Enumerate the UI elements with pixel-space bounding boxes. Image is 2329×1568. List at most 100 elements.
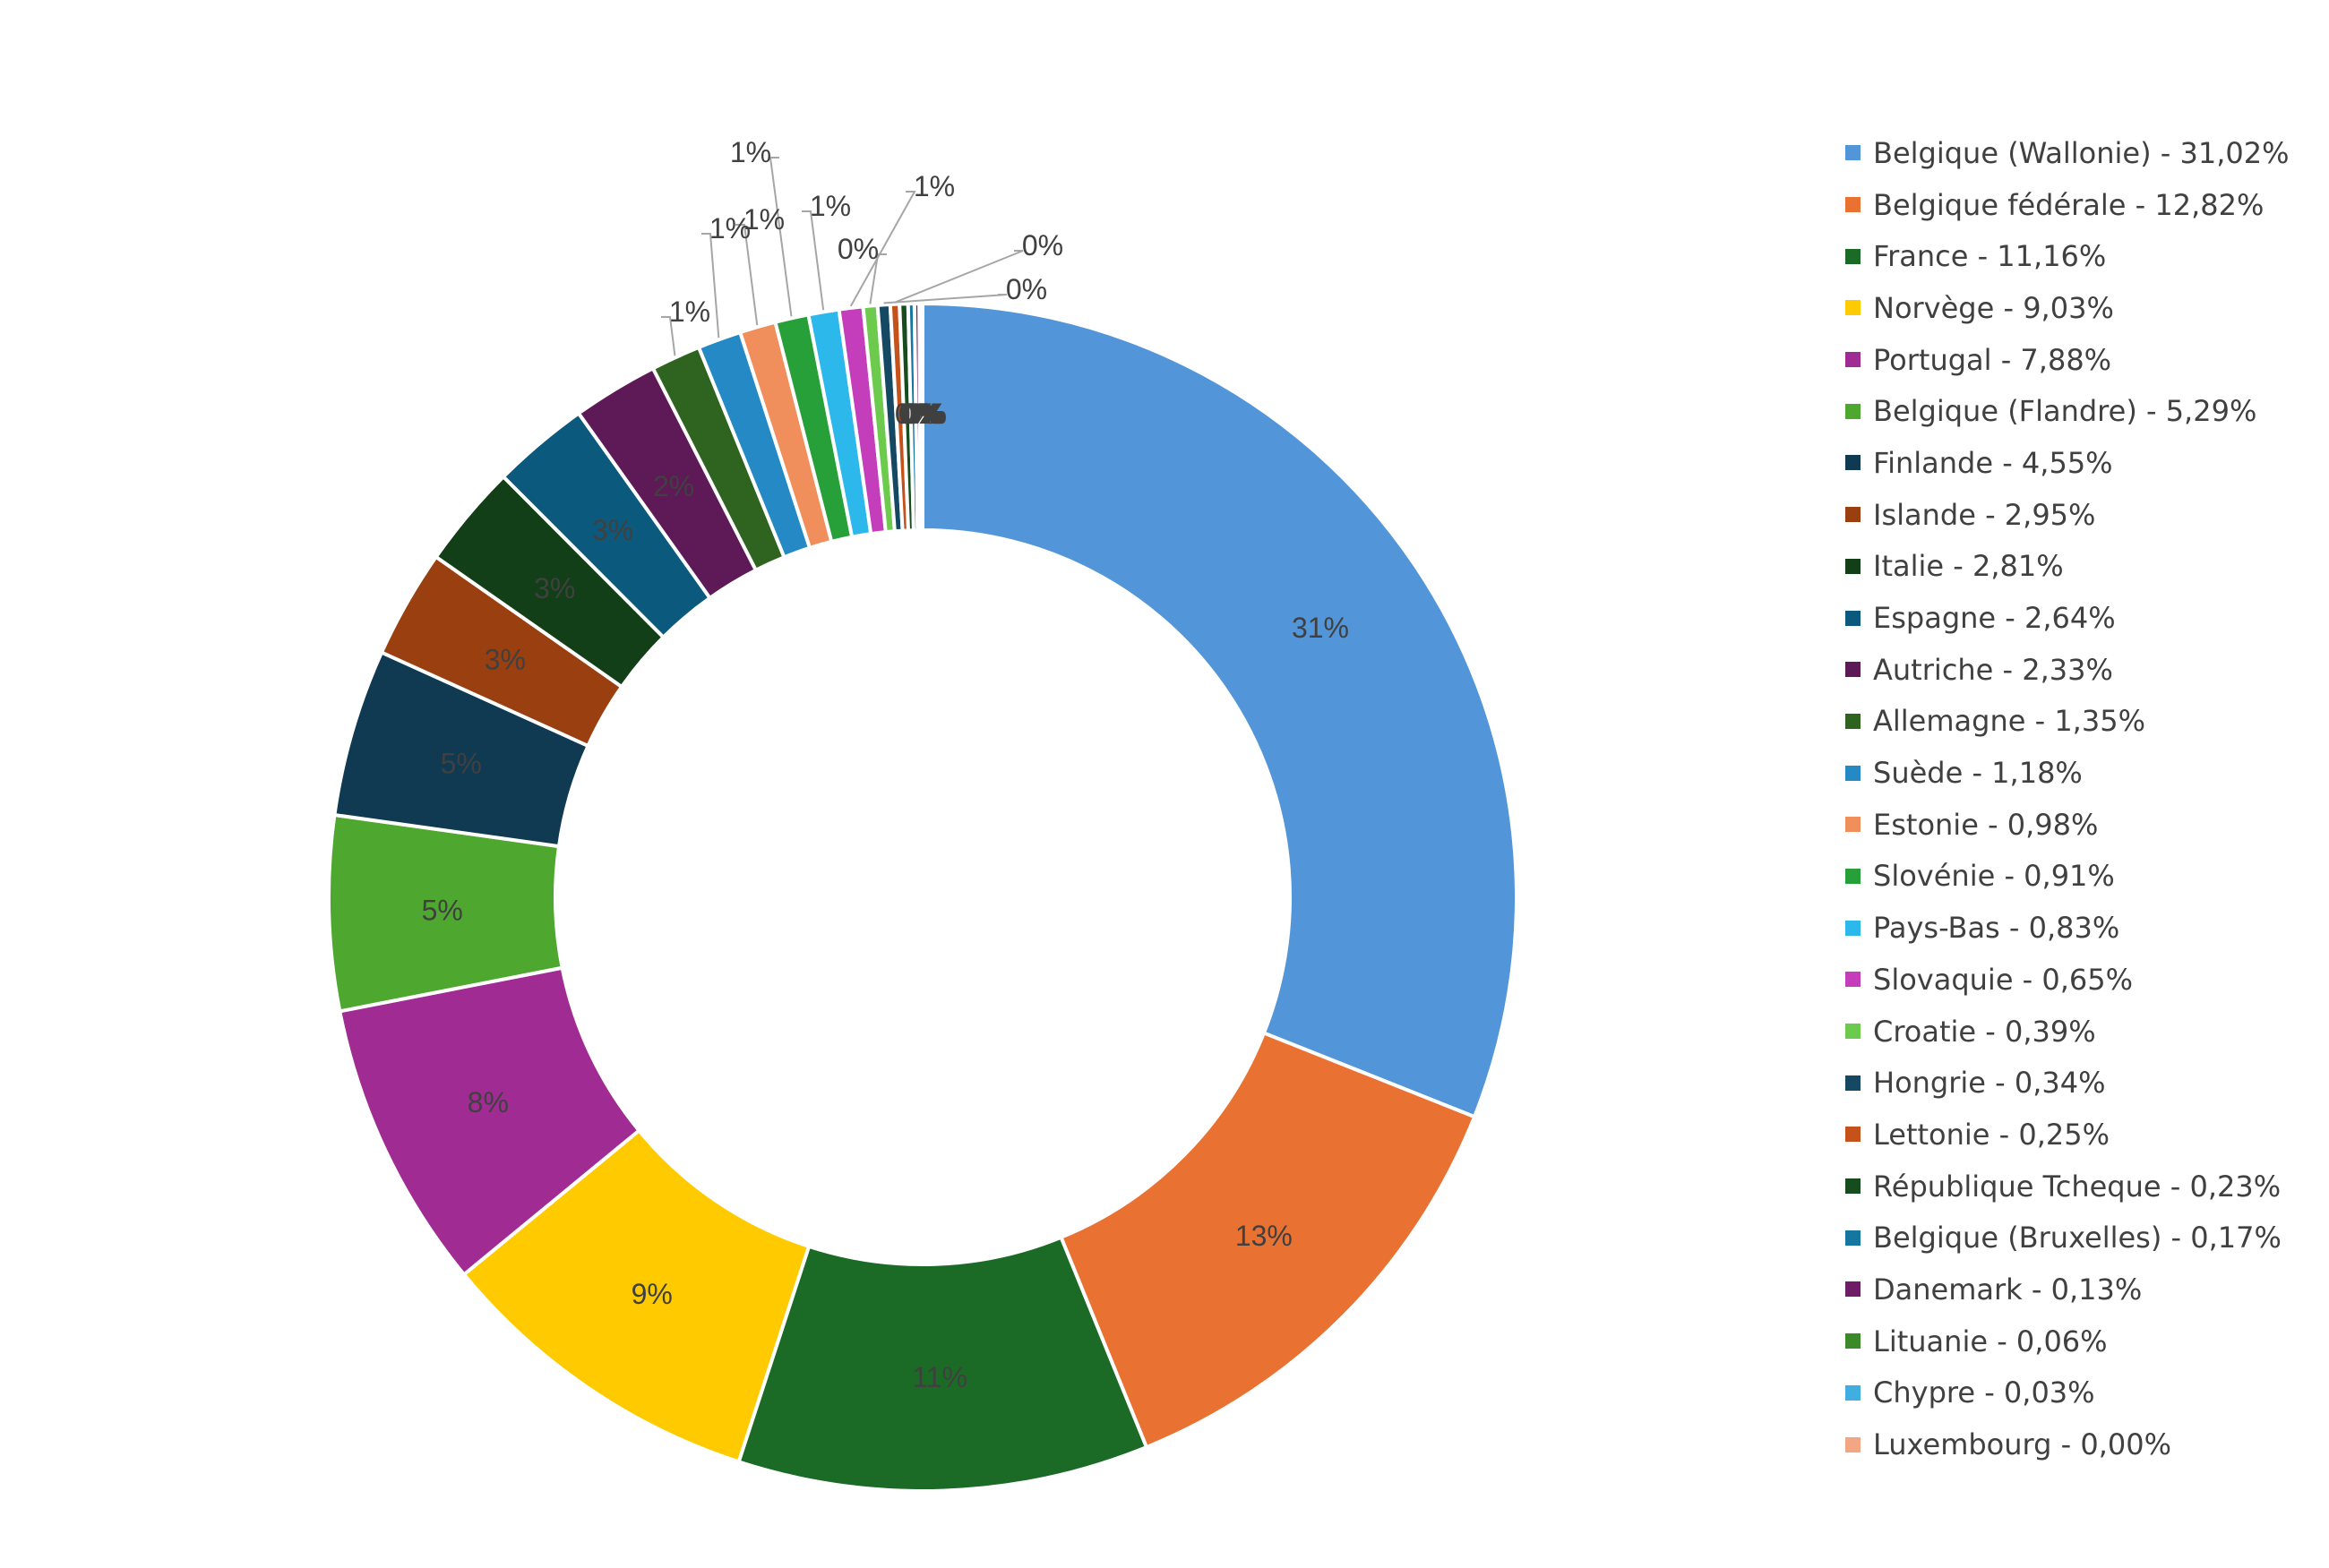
legend-label: Chypre - 0,03% — [1873, 1375, 2095, 1410]
legend-item-chypre: Chypre - 0,03% — [1845, 1367, 2311, 1419]
legend-label: Luxembourg - 0,00% — [1873, 1427, 2171, 1462]
france-data-label: 11% — [912, 1361, 967, 1393]
legend-label: Hongrie - 0,34% — [1873, 1066, 2106, 1101]
lituanie-data-label: 0% — [904, 398, 945, 430]
estonie-data-label: 1% — [743, 203, 785, 236]
legend-swatch — [1845, 403, 1861, 419]
legend-label: Pays-Bas - 0,83% — [1873, 911, 2120, 946]
legend-label: Suède - 1,18% — [1873, 756, 2083, 791]
republique-tcheque-data-label: 0% — [895, 398, 936, 430]
legend-swatch — [1845, 610, 1861, 626]
legend-item-danemark: Danemark - 0,13% — [1845, 1264, 2311, 1315]
legend-label: Finlande - 4,55% — [1873, 445, 2113, 480]
legend-swatch — [1845, 817, 1861, 833]
legend-swatch — [1845, 455, 1861, 471]
norvege-data-label: 9% — [632, 1278, 673, 1310]
legend-label: Belgique (Wallonie) - 31,02% — [1873, 135, 2290, 170]
chypre-slice — [919, 301, 924, 533]
legend-swatch — [1845, 1384, 1861, 1401]
legend-item-slovaquie: Slovaquie - 0,65% — [1845, 954, 2311, 1006]
legend-swatch — [1845, 507, 1861, 523]
espagne-data-label: 3% — [592, 514, 633, 546]
legend-item-lettonie: Lettonie - 0,25% — [1845, 1109, 2311, 1161]
legend-swatch — [1845, 920, 1861, 936]
lettonie-data-label: 0% — [1022, 229, 1063, 261]
legend-swatch — [1845, 1127, 1861, 1143]
legend-swatch — [1845, 1024, 1861, 1040]
legend-item-hongrie: Hongrie - 0,34% — [1845, 1057, 2311, 1109]
hongrie-data-label: 0% — [1006, 273, 1047, 305]
estonie-leader-line — [735, 224, 759, 326]
legend-label: Espagne - 2,64% — [1873, 601, 2116, 636]
belgique-federale-slice — [1058, 1030, 1477, 1450]
legend-item-autriche: Autriche - 2,33% — [1845, 644, 2311, 696]
legend-swatch — [1845, 662, 1861, 678]
legend-item-luxembourg: Luxembourg - 0,00% — [1845, 1418, 2311, 1470]
legend-swatch — [1845, 248, 1861, 264]
legend-swatch — [1845, 1178, 1861, 1195]
legend-swatch — [1845, 1436, 1861, 1452]
legend-item-belgique-federale: Belgique fédérale - 12,82% — [1845, 179, 2311, 231]
italie-data-label: 3% — [534, 572, 575, 604]
allemagne-leader-line — [661, 316, 676, 356]
legend-swatch — [1845, 713, 1861, 729]
legend-item-france: France - 11,16% — [1845, 230, 2311, 282]
legend-label: Norvège - 9,03% — [1873, 290, 2114, 325]
legend-label: Slovaquie - 0,65% — [1873, 962, 2134, 997]
slovaquie-leader-line — [849, 191, 916, 307]
danemark-data-label: 0% — [902, 398, 943, 430]
islande-data-label: 3% — [485, 643, 526, 675]
luxembourg-data-label: 0% — [900, 398, 941, 430]
belgique-wallonie-slice — [921, 301, 1518, 1119]
lettonie-leader-line — [894, 250, 1024, 304]
legend-label: Danemark - 0,13% — [1873, 1272, 2143, 1307]
legend-item-estonie: Estonie - 0,98% — [1845, 799, 2311, 851]
legend-swatch — [1845, 352, 1861, 368]
legend-swatch — [1845, 145, 1861, 161]
legend-item-norvege: Norvège - 9,03% — [1845, 282, 2311, 334]
data-labels: 31%13%11%9%8%5%5%3%3%3%2%1%1%1%1%1%1%0%0… — [422, 136, 1349, 1393]
belgique-federale-data-label: 13% — [1235, 1220, 1293, 1252]
legend-label: Belgique fédérale - 12,82% — [1873, 187, 2265, 222]
legend-label: Belgique (Flandre) - 5,29% — [1873, 394, 2257, 429]
legend-label: Allemagne - 1,35% — [1873, 704, 2145, 739]
pays-bas-data-label: 1% — [810, 190, 851, 222]
doughnut-slices — [327, 301, 1518, 1493]
slovenie-data-label: 1% — [730, 136, 771, 168]
legend-item-belgique-bruxelles: Belgique (Bruxelles) - 0,17% — [1845, 1212, 2311, 1264]
legend-item-lituanie: Lituanie - 0,06% — [1845, 1315, 2311, 1367]
croatie-leader-line — [869, 253, 887, 304]
legend-item-croatie: Croatie - 0,39% — [1845, 1006, 2311, 1058]
legend-label: Estonie - 0,98% — [1873, 807, 2099, 842]
legend-item-belgique-wallonie: Belgique (Wallonie) - 31,02% — [1845, 127, 2311, 179]
legend-item-finlande: Finlande - 4,55% — [1845, 437, 2311, 489]
legend-item-suede: Suède - 1,18% — [1845, 747, 2311, 799]
legend-label: République Tcheque - 0,23% — [1873, 1169, 2282, 1204]
chypre-data-label: 0% — [906, 398, 947, 430]
legend-swatch — [1845, 1281, 1861, 1298]
autriche-data-label: 2% — [653, 470, 694, 502]
allemagne-data-label: 1% — [669, 296, 710, 328]
legend-swatch — [1845, 1230, 1861, 1246]
legend-item-slovenie: Slovénie - 0,91% — [1845, 851, 2311, 903]
belgique-wallonie-data-label: 31% — [1292, 612, 1349, 644]
legend-swatch — [1845, 197, 1861, 213]
finlande-data-label: 5% — [441, 748, 482, 780]
legend-label: Portugal - 7,88% — [1873, 342, 2112, 377]
croatie-data-label: 0% — [838, 233, 879, 265]
legend-label: France - 11,16% — [1873, 239, 2107, 274]
legend-item-belgique-flandre: Belgique (Flandre) - 5,29% — [1845, 385, 2311, 437]
belgique-flandre-data-label: 5% — [422, 894, 463, 926]
legend-swatch — [1845, 765, 1861, 781]
legend-item-espagne: Espagne - 2,64% — [1845, 592, 2311, 644]
legend-item-portugal: Portugal - 7,88% — [1845, 334, 2311, 386]
chart-legend: Belgique (Wallonie) - 31,02% Belgique féd… — [1845, 127, 2311, 1470]
legend-swatch — [1845, 972, 1861, 988]
suede-leader-line — [701, 233, 720, 338]
legend-label: Slovénie - 0,91% — [1873, 859, 2115, 894]
suede-data-label: 1% — [709, 212, 751, 244]
slovenie-leader-line — [769, 157, 793, 317]
legend-swatch — [1845, 1333, 1861, 1350]
legend-label: Belgique (Bruxelles) - 0,17% — [1873, 1221, 2282, 1255]
